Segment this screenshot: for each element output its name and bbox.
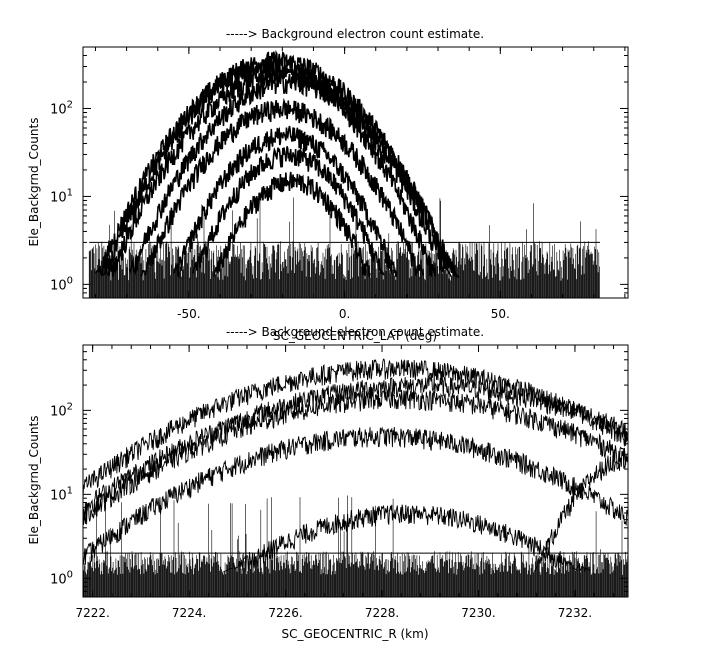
- y-tick-label: 100: [50, 275, 73, 293]
- series-line-4: [223, 504, 591, 573]
- series-line-0: [83, 358, 628, 500]
- plot-area-lat: [88, 50, 600, 298]
- series-line-5: [534, 450, 628, 573]
- plot-frame: [82, 344, 629, 598]
- y-tick-label: 101: [50, 485, 73, 503]
- chart-title: -----> Background electron count estimat…: [226, 27, 484, 41]
- series-line-7: [213, 171, 371, 278]
- y-tick-label: 102: [50, 401, 73, 419]
- series-line-2: [83, 389, 628, 525]
- x-axis-lat: -50. 0. 50.: [94, 47, 626, 321]
- y-tick-label: 100: [50, 569, 73, 587]
- x-axis-label: SC_GEOCENTRIC_LAT (deg): [273, 329, 437, 343]
- noise-floor: [83, 495, 628, 597]
- x-tick-label: 7226.: [268, 606, 302, 620]
- panel-lat: -----> Background electron count estimat…: [27, 27, 629, 343]
- series-line-3: [83, 426, 628, 566]
- series-line-1: [101, 55, 437, 277]
- x-tick-label: 7232.: [558, 606, 592, 620]
- series-line-1: [83, 375, 628, 517]
- x-tick-label: -50.: [177, 307, 200, 321]
- x-axis-r: 7222. 7224. 7226. 7228. 7230. 7232.: [75, 345, 615, 620]
- x-tick-label: 7224.: [172, 606, 206, 620]
- y-axis-label: Ele_Backgrnd_Counts: [27, 118, 41, 247]
- x-tick-label: 7222.: [75, 606, 109, 620]
- x-axis-label: SC_GEOCENTRIC_R (km): [282, 627, 429, 641]
- plot-frame: [82, 46, 629, 299]
- panel-r: -----> Background electron count estimat…: [27, 325, 629, 641]
- x-tick-label: 7228.: [365, 606, 399, 620]
- series-line-5: [173, 125, 398, 280]
- y-tick-label: 102: [50, 99, 73, 117]
- y-axis-label: Ele_Backgrnd_Counts: [27, 416, 41, 545]
- y-tick-label: 101: [50, 187, 73, 205]
- chart-title: -----> Background electron count estimat…: [226, 325, 484, 339]
- plot-area-r: [83, 358, 628, 597]
- series-line-3: [128, 73, 452, 277]
- series-line-6: [191, 146, 385, 276]
- x-tick-label: 50.: [491, 307, 510, 321]
- x-tick-label: 0.: [339, 307, 350, 321]
- noise-floor: [88, 197, 600, 298]
- x-tick-label: 7230.: [461, 606, 495, 620]
- series-line-4: [140, 97, 425, 277]
